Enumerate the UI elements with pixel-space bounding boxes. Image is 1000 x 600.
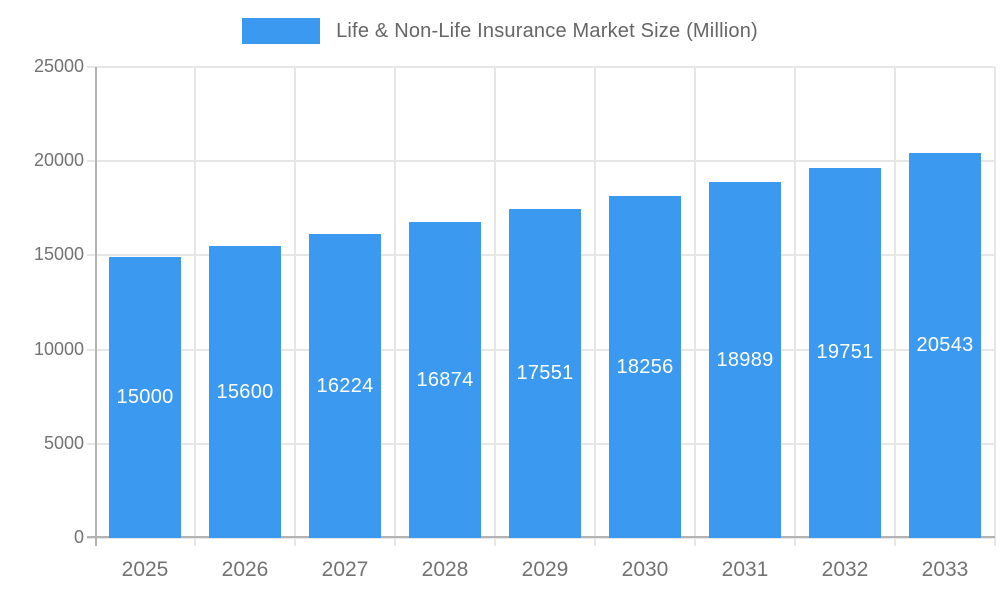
gridline-x-boundary <box>794 67 796 546</box>
gridline-x-boundary <box>894 67 896 546</box>
bar-value-label: 15600 <box>216 380 274 403</box>
gridline-x-boundary <box>194 67 196 546</box>
bar-2033: 20543 <box>909 152 981 538</box>
x-axis-tick-label: 2025 <box>121 558 169 581</box>
gridline-y-25000 <box>87 66 995 68</box>
bar-2027: 16224 <box>309 234 381 538</box>
bar-2030: 18256 <box>609 196 681 538</box>
legend-swatch-icon <box>242 18 321 44</box>
y-axis-tick-label: 20000 <box>33 150 84 171</box>
gridline-y-20000 <box>87 160 995 163</box>
y-axis-tick-label: 0 <box>73 527 84 547</box>
gridline-x-boundary <box>494 67 496 546</box>
bar-value-label: 20543 <box>916 333 974 356</box>
bar-value-label: 15000 <box>116 386 174 409</box>
gridline-x-boundary <box>594 67 596 546</box>
y-axis-line <box>95 67 97 546</box>
bar-value-label: 16874 <box>416 368 474 391</box>
gridline-y-0 <box>87 537 995 539</box>
bar-value-label: 18989 <box>716 348 774 371</box>
chart-legend: Life & Non-Life Insurance Market Size (M… <box>0 18 1000 44</box>
legend-label: Life & Non-Life Insurance Market Size (M… <box>336 19 758 42</box>
bar-2026: 15600 <box>209 246 281 538</box>
bar-value-label: 17551 <box>516 362 574 385</box>
plot-area: 15000 15600 16224 16874 17551 18256 18989 19751… <box>87 66 996 546</box>
bar-2029: 17551 <box>509 209 581 538</box>
bar-2032: 19751 <box>809 167 881 538</box>
bar-2031: 18989 <box>709 182 781 538</box>
bar-value-label: 16224 <box>316 374 374 397</box>
y-axis-tick-label: 5000 <box>43 432 84 453</box>
bar-value-label: 18256 <box>616 355 674 378</box>
y-axis-tick-label: 15000 <box>33 244 84 265</box>
gridline-x-boundary <box>394 67 396 546</box>
x-axis-tick-label: 2027 <box>321 558 369 581</box>
x-axis-tick-label: 2033 <box>921 558 969 581</box>
y-axis-tick-label: 10000 <box>33 338 84 359</box>
gridline-x-boundary <box>694 67 696 546</box>
x-axis-tick-label: 2030 <box>621 558 669 581</box>
bar-2028: 16874 <box>409 222 481 538</box>
x-axis-tick-label: 2029 <box>521 558 569 581</box>
x-axis-tick-label: 2032 <box>821 558 869 581</box>
gridline-x-boundary <box>294 67 296 546</box>
x-axis-tick-label: 2028 <box>421 558 469 581</box>
bar-value-label: 19751 <box>816 341 874 364</box>
gridline-x-boundary <box>994 67 996 546</box>
x-axis-tick-label: 2026 <box>221 558 269 581</box>
bar-2025: 15000 <box>109 257 181 538</box>
x-axis-tick-label: 2031 <box>721 558 769 581</box>
y-axis-tick-label: 25000 <box>33 56 84 76</box>
